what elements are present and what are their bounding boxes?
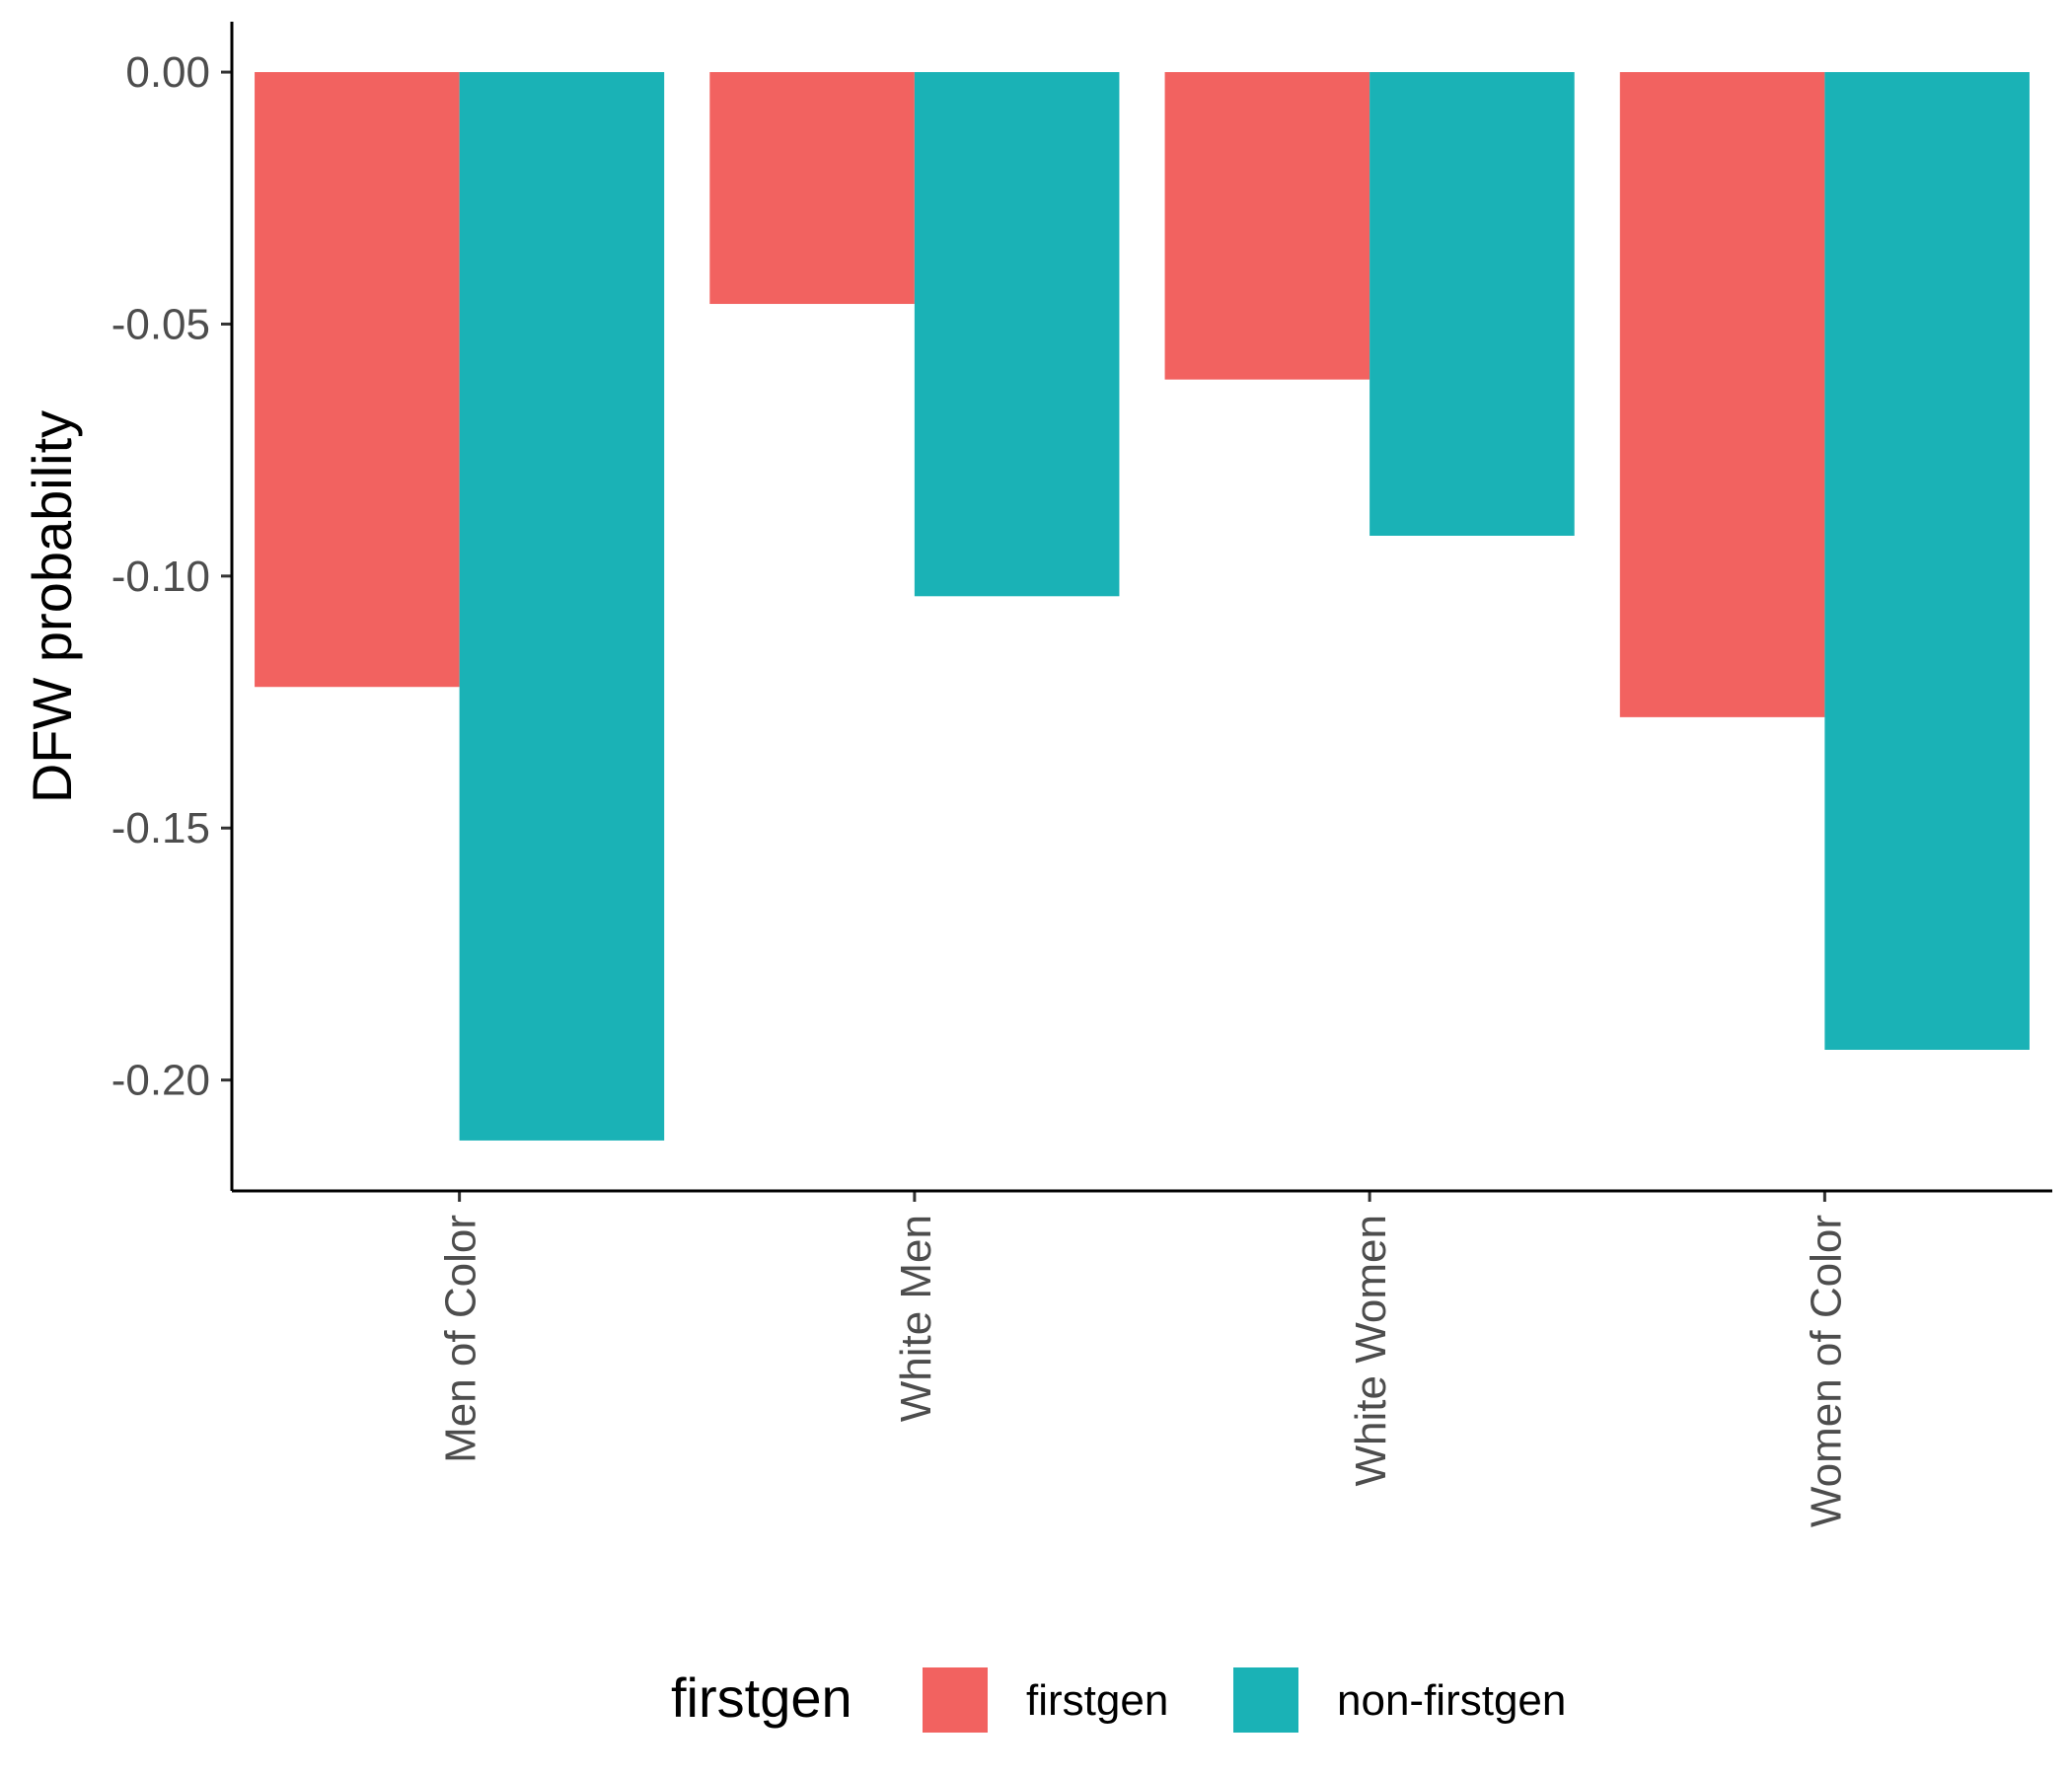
y-tick-label: -0.20 bbox=[111, 1057, 210, 1105]
bar-non-firstgen-white-men bbox=[914, 72, 1120, 597]
bar-non-firstgen-women-of-color bbox=[1824, 72, 2030, 1050]
y-axis-ticks: 0.00 -0.05 -0.10 -0.15 -0.20 bbox=[111, 48, 232, 1105]
bar-firstgen-white-men bbox=[709, 72, 915, 305]
y-tick-label: 0.00 bbox=[125, 48, 210, 97]
y-tick-label: -0.15 bbox=[111, 804, 210, 852]
bar-non-firstgen-white-women bbox=[1369, 72, 1575, 536]
legend-key-non-firstgen bbox=[1233, 1667, 1298, 1733]
y-axis-title: DFW probability bbox=[21, 410, 83, 803]
legend-title: firstgen bbox=[671, 1666, 852, 1729]
legend-label-non-firstgen: non-firstgen bbox=[1337, 1676, 1566, 1725]
x-tick-label: Women of Color bbox=[1802, 1215, 1850, 1527]
bars-group bbox=[255, 72, 2030, 1141]
x-tick-label: White Women bbox=[1347, 1215, 1395, 1487]
legend-label-firstgen: firstgen bbox=[1026, 1676, 1168, 1725]
x-axis-ticks: Men of Color White Men White Women Women of… bbox=[437, 1191, 1850, 1527]
bar-non-firstgen-men-of-color bbox=[459, 72, 665, 1141]
x-tick-label: Men of Color bbox=[437, 1215, 485, 1463]
legend-key-firstgen bbox=[923, 1667, 988, 1733]
legend: firstgen firstgen non-firstgen bbox=[671, 1666, 1566, 1733]
bar-firstgen-women-of-color bbox=[1619, 72, 1825, 717]
y-tick-label: -0.05 bbox=[111, 300, 210, 348]
bar-firstgen-men-of-color bbox=[255, 72, 460, 688]
x-tick-label: White Men bbox=[892, 1215, 940, 1422]
y-tick-label: -0.10 bbox=[111, 553, 210, 601]
bar-firstgen-white-women bbox=[1164, 72, 1370, 380]
